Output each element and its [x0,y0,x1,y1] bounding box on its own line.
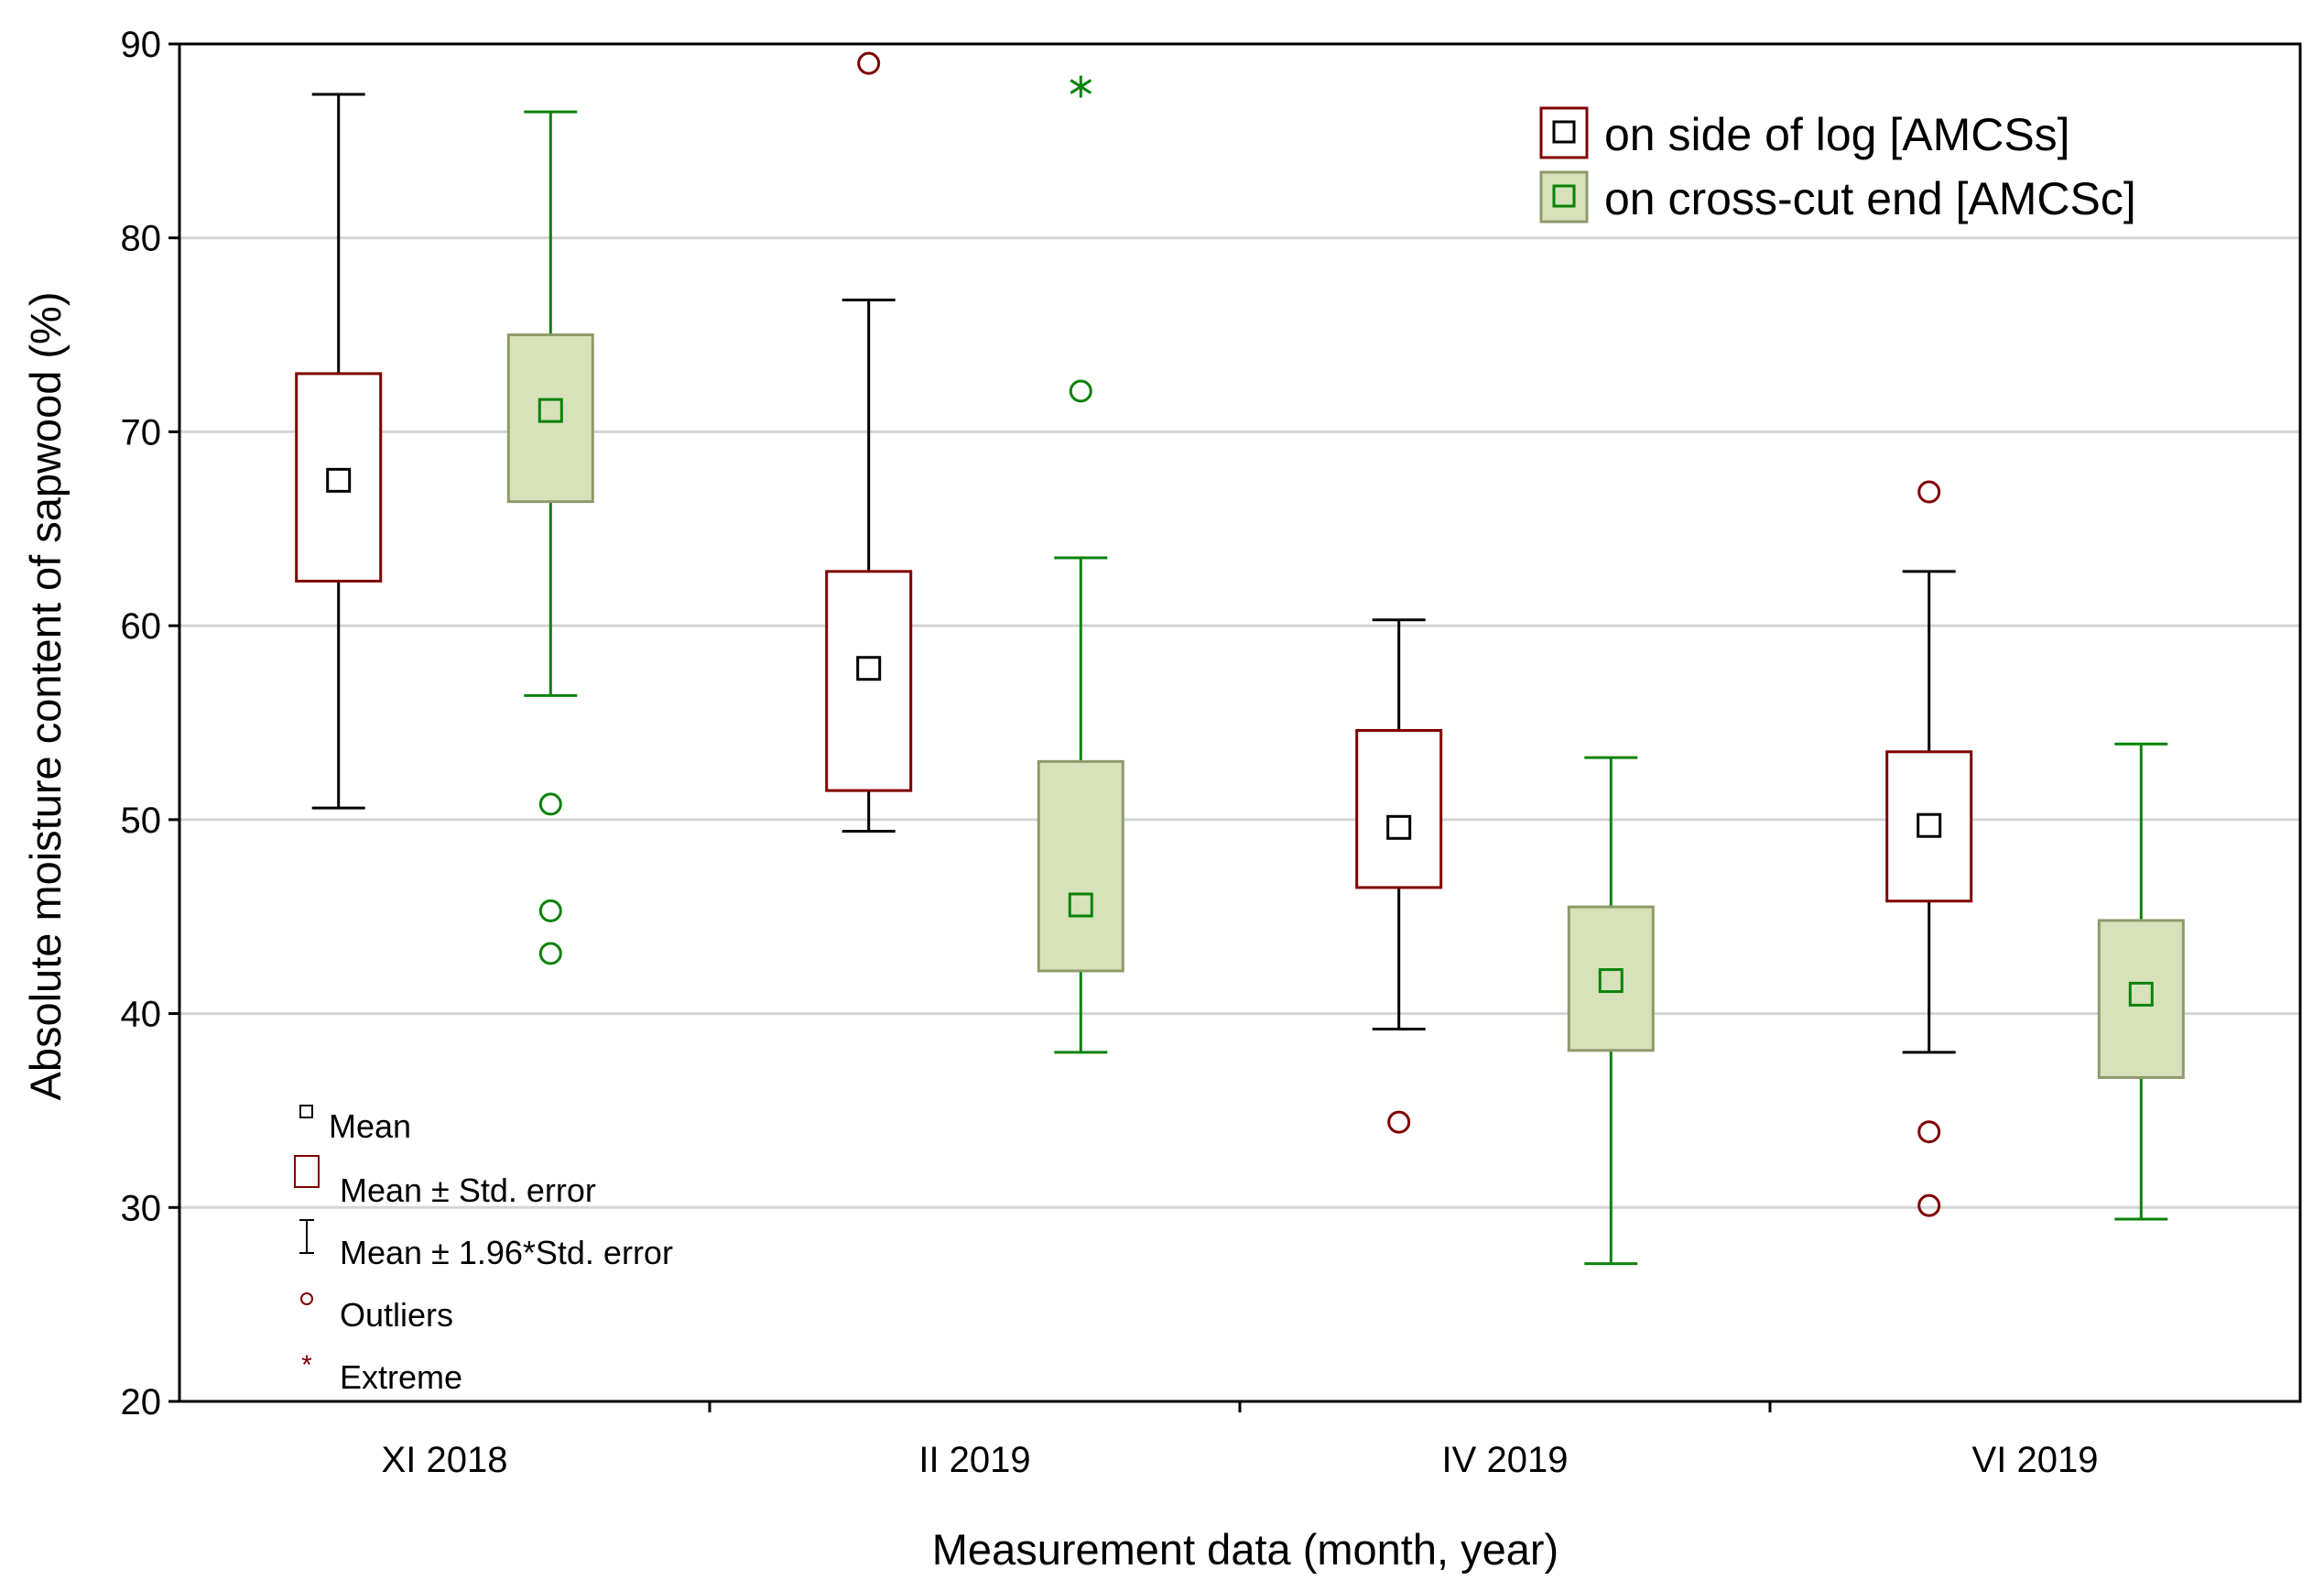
legend-swatch-cross-cut-end [1539,170,1589,223]
mean-marker [1386,814,1412,840]
key-mean-symbol [299,1105,313,1118]
outlier-point [1387,1110,1411,1134]
x-tick-label: VI 2019 [1972,1440,2099,1480]
box-cross-cut-end [506,110,594,965]
std-error-box [506,333,594,504]
y-tick-label: 80 [121,219,162,259]
std-error-box [1567,905,1655,1052]
y-tick-label: 40 [121,995,162,1035]
y-tick-label: 20 [121,1382,162,1422]
grid-lines [179,236,2300,1209]
outlier-point [857,51,881,75]
outlier-point [1917,1193,1941,1217]
mean-marker [856,656,882,681]
x-tick-label: IV 2019 [1442,1440,1569,1480]
key-mean-label: Mean [329,1107,411,1145]
mean-marker [1068,892,1093,918]
y-tick-label: 90 [121,25,162,65]
x-tick-label: XI 2018 [382,1440,508,1480]
legend-swatch-mean-side-of-log [1552,120,1576,144]
y-tick-label: 70 [121,412,162,452]
box-side-of-log [1885,480,1973,1217]
box-cross-cut-end [1567,756,1655,1266]
std-error-box [825,570,913,792]
legend-swatch-mean-cross-cut-end [1552,184,1576,208]
y-tick-label: 50 [121,801,162,841]
outlier-point [1069,379,1092,403]
std-error-box [295,372,383,583]
legend-label-side-of-log: on side of log [AMCSs] [1604,109,2070,160]
mean-marker [2128,981,2154,1007]
legend: on side of log [AMCSs] on cross-cut end … [1539,106,2136,224]
key-extreme-label: Extreme [340,1358,462,1396]
key-outlier-symbol [300,1292,313,1305]
mean-marker [538,398,563,423]
y-axis-title: Absolute moisture content of sapwood (%) [21,291,70,1100]
key-std-error-symbol [294,1155,320,1188]
plot-marks [295,51,2185,1266]
outlier-point [1917,1120,1941,1144]
key-outliers-label: Outliers [340,1296,453,1334]
legend-label-cross-cut-end: on cross-cut end [AMCSc] [1604,173,2136,224]
key-std-error-label: Mean ± Std. error [340,1171,596,1209]
std-error-box [2097,919,2185,1079]
y-tick-label: 30 [121,1188,162,1228]
x-tick-label: II 2019 [918,1440,1030,1480]
mean-marker [326,467,352,493]
std-error-box [1885,750,1973,903]
mean-marker [1598,968,1624,994]
box-side-of-log [1355,618,1443,1134]
mean-marker [1917,812,1942,838]
box-cross-cut-end [1037,75,1124,1054]
outlier-point [538,792,562,816]
key-extreme-symbol: * [301,1350,312,1380]
key-ci-symbol [299,1219,314,1254]
outlier-point [1917,480,1941,504]
y-tick-label: 60 [121,606,162,647]
box-side-of-log [825,51,913,834]
key-ci-label: Mean ± 1.96*Std. error [340,1234,673,1271]
outlier-point [538,942,562,965]
box-side-of-log [295,93,383,810]
box-cross-cut-end [2097,742,2185,1221]
std-error-box [1355,728,1443,889]
symbol-key: Mean Mean ± Std. error Mean ± 1.96*Std. … [294,1105,673,1396]
outlier-point [538,899,562,922]
x-axis-title: Measurement data (month, year) [932,1525,1558,1574]
axes: 20 30 40 50 60 70 80 90 XI 2018 II 2019 IV 2019 VI … [121,25,2099,1480]
extreme-point [1070,75,1092,98]
std-error-box [1037,759,1124,973]
legend-swatch-side-of-log [1539,106,1589,159]
